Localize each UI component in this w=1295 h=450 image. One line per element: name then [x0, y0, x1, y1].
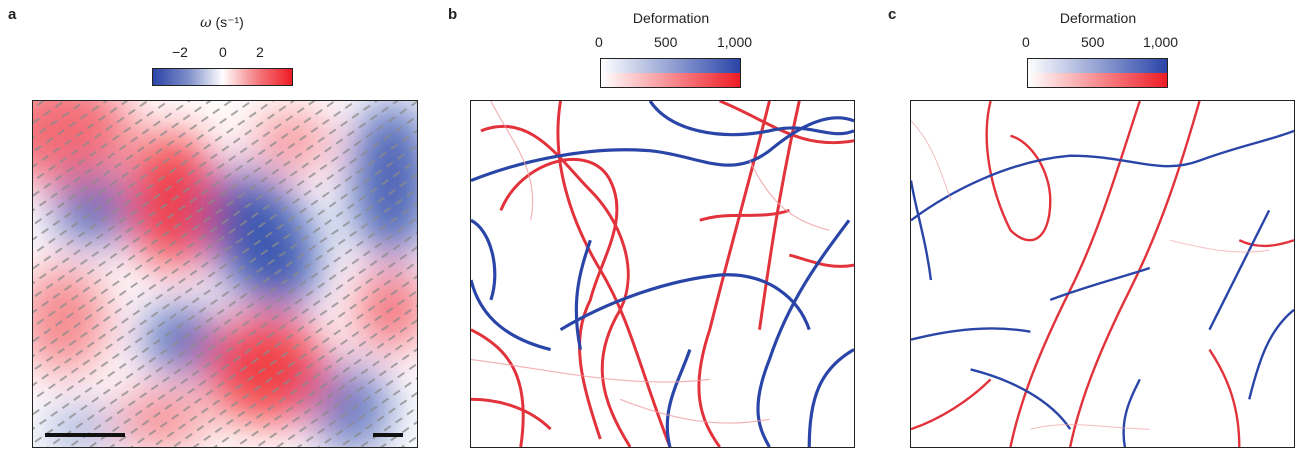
- deformation-b-tick-0: 0: [595, 34, 603, 50]
- vorticity-tick-0: 0: [219, 44, 227, 60]
- deformation-colorbar-b: [600, 58, 741, 88]
- vorticity-field-plot: [32, 100, 418, 448]
- vorticity-tick-neg2: −2: [172, 44, 188, 60]
- deformation-b-tick-1000: 1,000: [717, 34, 753, 50]
- vorticity-tick-2: 2: [256, 44, 264, 60]
- velocity-arrows: [33, 101, 417, 447]
- deformation-colorbar-c: [1027, 58, 1168, 88]
- scale-bar-large: [45, 433, 125, 437]
- panel-a-letter: a: [8, 6, 17, 23]
- blue-ridges-c: [911, 129, 1294, 447]
- panel-b-letter: b: [448, 6, 458, 23]
- faint-ridges-b: [471, 101, 830, 424]
- panel-c-letter: c: [888, 6, 897, 23]
- omega-symbol: ω: [200, 15, 212, 31]
- vorticity-unit: (s⁻¹): [215, 14, 244, 30]
- vorticity-colorbar: [152, 68, 293, 86]
- deformation-field-plot-b: [470, 100, 855, 448]
- deformation-lines-svg-c: [911, 101, 1294, 447]
- deformation-lines-svg-b: [471, 101, 854, 447]
- deformation-c-tick-0: 0: [1022, 34, 1030, 50]
- deformation-c-tick-1000: 1,000: [1143, 34, 1179, 50]
- deformation-colorbar-title-b: Deformation: [632, 10, 710, 26]
- vorticity-field-svg: [33, 101, 417, 447]
- deformation-c-tick-500: 500: [1081, 34, 1105, 50]
- deformation-b-tick-500: 500: [654, 34, 678, 50]
- deformation-field-plot-c: [910, 100, 1295, 448]
- deformation-colorbar-title-c: Deformation: [1059, 10, 1137, 26]
- scale-bar-small: [373, 433, 403, 437]
- blue-ridges-b: [471, 101, 854, 447]
- vorticity-colorbar-title: ω (s⁻¹): [172, 14, 272, 31]
- faint-ridges-c: [911, 120, 1270, 430]
